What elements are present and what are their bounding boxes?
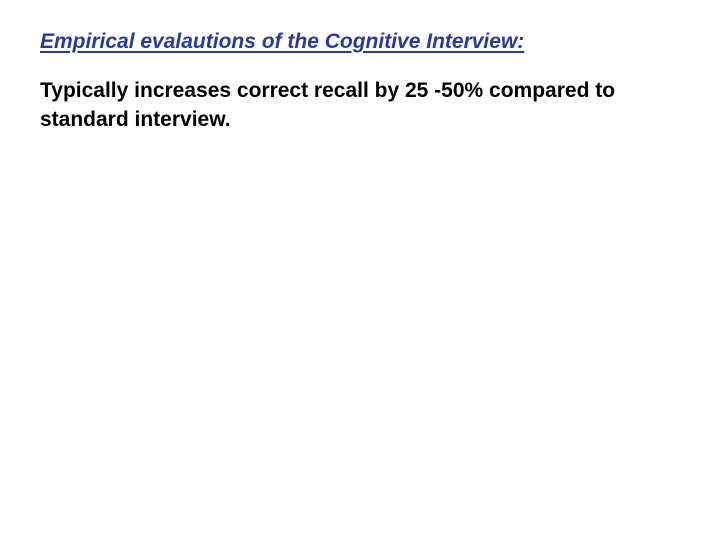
slide-container: Empirical evalautions of the Cognitive I… <box>0 0 720 540</box>
slide-body-text: Typically increases correct recall by 25… <box>40 77 660 134</box>
slide-heading: Empirical evalautions of the Cognitive I… <box>40 28 680 55</box>
